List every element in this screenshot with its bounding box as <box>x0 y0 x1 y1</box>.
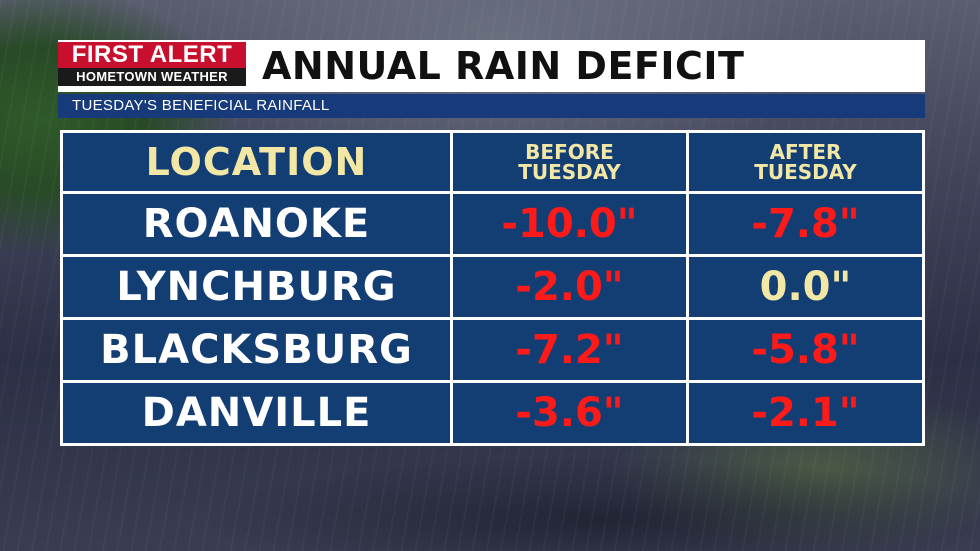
before-value-cell: -7.2" <box>450 317 689 383</box>
page-title: ANNUAL RAIN DEFICIT <box>262 44 745 88</box>
first-alert-logo: FIRST ALERT HOMETOWN WEATHER <box>58 42 246 88</box>
before-value-cell: -3.6" <box>450 380 689 446</box>
location-header: LOCATION <box>60 130 453 194</box>
table-row: LYNCHBURG -2.0" 0.0" <box>60 254 925 320</box>
table-row: BLACKSBURG -7.2" -5.8" <box>60 317 925 383</box>
before-header-line-1: BEFORE <box>525 140 614 164</box>
before-value-cell: -10.0" <box>450 191 689 257</box>
subtitle-bar <box>58 94 925 118</box>
after-tuesday-header: AFTER TUESDAY <box>686 130 925 194</box>
before-header-line-2: TUESDAY <box>518 160 621 184</box>
table-row: ROANOKE -10.0" -7.8" <box>60 191 925 257</box>
after-value-cell: 0.0" <box>686 254 925 320</box>
page-subtitle: TUESDAY'S BENEFICIAL RAINFALL <box>72 97 330 114</box>
logo-line-2: HOMETOWN WEATHER <box>58 68 246 86</box>
location-cell: DANVILLE <box>60 380 453 446</box>
table-row: DANVILLE -3.6" -2.1" <box>60 380 925 446</box>
location-cell: BLACKSBURG <box>60 317 453 383</box>
after-value-cell: -7.8" <box>686 191 925 257</box>
after-header-line-2: TUESDAY <box>754 160 857 184</box>
table-header-row: LOCATION BEFORE TUESDAY AFTER TUESDAY <box>60 130 925 194</box>
location-cell: ROANOKE <box>60 191 453 257</box>
after-header-line-1: AFTER <box>769 140 842 164</box>
after-value-cell: -5.8" <box>686 317 925 383</box>
before-value-cell: -2.0" <box>450 254 689 320</box>
logo-line-1: FIRST ALERT <box>58 42 246 68</box>
rain-deficit-table: LOCATION BEFORE TUESDAY AFTER TUESDAY RO… <box>60 130 925 446</box>
location-cell: LYNCHBURG <box>60 254 453 320</box>
after-value-cell: -2.1" <box>686 380 925 446</box>
before-tuesday-header: BEFORE TUESDAY <box>450 130 689 194</box>
